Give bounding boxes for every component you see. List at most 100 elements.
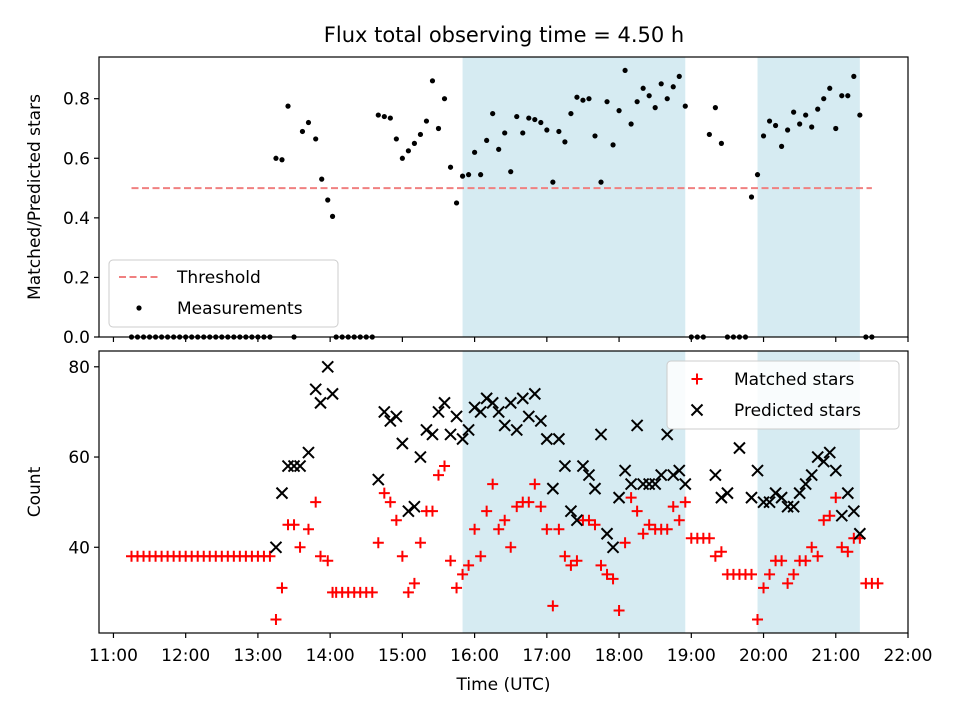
predicted-star-point	[751, 464, 764, 477]
predicted-star-point	[396, 437, 409, 450]
top-panel: 0.0 0.2 0.4 0.6 0.8 Matched/Predicted stars Th…	[25, 56, 909, 348]
matched-star-point	[589, 519, 601, 531]
matched-star-point	[402, 586, 414, 598]
measurement-point	[423, 118, 430, 124]
measurement-point	[435, 125, 442, 132]
measurement-point	[299, 128, 306, 135]
y-tick-label: 0.6	[63, 149, 90, 169]
matched-star-point	[812, 550, 824, 562]
measurement-point	[429, 78, 436, 84]
matched-star-point	[535, 501, 547, 513]
predicted-star-point	[787, 500, 800, 513]
matched-star-point	[426, 505, 438, 517]
measurement-point	[325, 197, 331, 203]
predicted-star-point	[372, 473, 385, 486]
predicted-star-point	[673, 464, 686, 477]
matched-star-point	[322, 555, 334, 567]
measurement-point	[279, 157, 285, 163]
matched-star-point	[541, 523, 553, 535]
predicted-star-point	[811, 450, 824, 464]
matched-star-point	[818, 514, 830, 526]
predicted-star-point	[384, 414, 397, 428]
predicted-star-point	[492, 405, 505, 419]
predicted-star-point	[540, 432, 554, 446]
matched-star-point	[493, 523, 505, 535]
matched-star-point	[553, 523, 565, 535]
predicted-star-point	[326, 387, 339, 401]
measurement-point	[285, 103, 291, 109]
measurement-point	[313, 136, 319, 142]
y-tick-label: 60	[68, 448, 90, 468]
matched-star-point	[673, 514, 685, 526]
measurement-point	[809, 124, 815, 130]
measurement-point	[803, 112, 809, 118]
matched-star-point	[315, 550, 327, 562]
measurement-point	[857, 112, 863, 118]
measurement-point	[706, 131, 712, 138]
legend-frame	[666, 360, 900, 430]
predicted-star-point	[468, 401, 481, 414]
predicted-star-point	[438, 396, 451, 410]
matched-star-point	[469, 523, 481, 535]
measurement-point	[748, 194, 755, 200]
predicted-star-point	[624, 477, 638, 491]
predicted-star-point	[420, 423, 433, 437]
measurement-point	[520, 130, 526, 136]
y-tick-label: 80	[68, 358, 90, 378]
chart-title: Flux total observing time = 4.50 h	[324, 23, 684, 47]
measurement-point	[526, 115, 532, 121]
predicted-star-point	[715, 491, 728, 504]
matched-star-point	[372, 537, 384, 549]
matched-star-point	[643, 519, 655, 531]
predicted-star-point	[408, 500, 421, 513]
matched-star-point	[613, 604, 625, 616]
legend-threshold-label: Threshold	[176, 268, 261, 288]
measurement-point	[550, 179, 556, 185]
matched-star-point	[830, 492, 842, 504]
predicted-star-point	[480, 392, 493, 405]
measurement-point	[441, 96, 448, 102]
predicted-star-point	[799, 477, 812, 491]
axes-frame	[98, 350, 909, 634]
matched-star-point	[439, 460, 451, 472]
predicted-star-point	[528, 387, 542, 401]
predicted-star-point	[552, 432, 566, 446]
matched-star-point	[806, 541, 818, 553]
measurement-point	[833, 125, 839, 132]
matched-star-point	[559, 550, 571, 562]
measurement-point	[658, 81, 664, 87]
predicted-star-point	[309, 383, 322, 396]
matched-star-point	[872, 577, 884, 589]
matched-star-point	[378, 487, 390, 499]
predicted-star-point	[510, 423, 523, 437]
bottom-panel: 40 60 80 11:00 12:00 13:00 14:00 15:00 16:00 17:0…	[25, 350, 933, 695]
measurement-point	[580, 97, 586, 103]
predicted-star-point	[594, 428, 608, 441]
measurement-point	[622, 67, 628, 74]
x-tick-label: 20:00	[739, 646, 788, 666]
legend-matched-swatch	[691, 373, 703, 385]
predicted-star-point	[564, 504, 578, 518]
measurement-point	[538, 119, 544, 126]
predicted-star-point	[588, 482, 602, 495]
y-axis-label: Count	[25, 466, 45, 517]
predicted-star-point	[775, 491, 788, 504]
predicted-star-point	[302, 446, 315, 459]
matched-star-point	[457, 568, 469, 580]
predicted-star-point	[321, 360, 334, 373]
measurement-point	[652, 105, 658, 111]
predicted-star-point	[558, 459, 572, 473]
matched-star-point	[547, 600, 559, 612]
measurement-point	[375, 112, 381, 118]
measurement-point	[273, 155, 279, 161]
legend-top: Threshold Measurements	[108, 259, 339, 328]
predicted-star-point	[606, 541, 620, 554]
predicted-star-point	[293, 459, 307, 473]
predicted-star-point	[414, 450, 427, 464]
x-tick-label: 15:00	[378, 646, 427, 666]
measurement-point	[393, 136, 399, 142]
matched-star-point	[451, 582, 463, 594]
matched-star-point	[824, 510, 836, 522]
shaded-interval	[462, 57, 686, 337]
predicted-star-point	[486, 396, 499, 410]
